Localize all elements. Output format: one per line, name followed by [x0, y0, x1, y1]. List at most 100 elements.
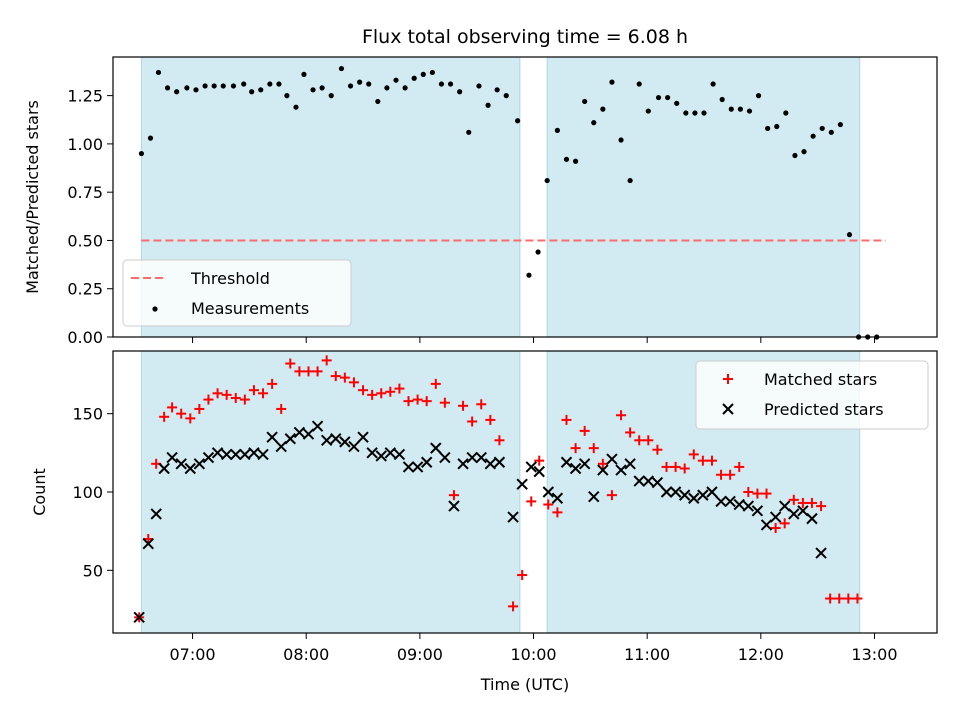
measurement-point — [515, 118, 521, 124]
measurement-point — [402, 85, 408, 91]
predicted-star-point — [142, 537, 154, 550]
measurement-point — [310, 87, 316, 93]
predicted-star-point — [348, 440, 360, 453]
predicted-star-point — [202, 451, 215, 464]
y-tick-label: 0.25 — [67, 280, 103, 299]
predicted-star-point — [211, 447, 224, 459]
y-tick-label: 150 — [72, 405, 103, 424]
measurement-point — [375, 98, 381, 105]
measurement-point — [618, 137, 624, 143]
predicted-star-point — [715, 495, 727, 508]
matched-star-point — [267, 378, 278, 389]
measurement-point — [220, 83, 226, 89]
measurement-point — [828, 129, 834, 135]
matched-star-point — [485, 414, 496, 425]
matched-star-point — [779, 518, 790, 529]
measurement-point — [258, 87, 264, 93]
matched-star-point — [212, 388, 223, 399]
measurement-point — [366, 81, 372, 87]
measurement-point — [572, 158, 579, 164]
measurement-point — [457, 89, 463, 95]
y-tick-label: 1.00 — [67, 135, 103, 154]
predicted-star-point — [507, 511, 519, 523]
legend-box — [695, 360, 929, 430]
matched-star-point — [439, 397, 450, 408]
matched-star-point — [579, 425, 590, 436]
matched-star-point — [508, 601, 519, 612]
legend-swatch-matched — [723, 374, 733, 384]
matched-star-point — [276, 403, 287, 414]
predicted-star-point — [320, 434, 333, 447]
matched-star-point — [394, 383, 405, 394]
measurement-point — [774, 123, 780, 130]
matched-star-point — [761, 488, 772, 499]
measurement-point — [710, 81, 716, 87]
predicted-star-point — [311, 420, 324, 432]
matched-star-point — [661, 461, 672, 472]
predicted-star-point — [733, 498, 745, 511]
predicted-star-point — [724, 495, 736, 508]
predicted-star-point — [150, 508, 162, 520]
predicted-star-point — [175, 458, 187, 470]
predicted-star-point — [642, 475, 655, 487]
measurement-point — [655, 94, 662, 101]
matched-star-point — [697, 455, 708, 466]
predicted-star-point — [615, 464, 627, 476]
predicted-star-point — [651, 476, 664, 489]
matched-star-point — [330, 371, 341, 382]
matched-star-point — [467, 416, 478, 427]
predicted-star-point — [797, 505, 809, 517]
predicted-star-point — [669, 486, 682, 498]
y-tick-label: 1.25 — [67, 87, 103, 106]
matched-star-point — [248, 385, 259, 396]
predicted-star-point — [624, 458, 636, 470]
matched-star-point — [430, 378, 441, 389]
measurement-point — [837, 121, 843, 128]
matched-star-point — [825, 593, 836, 604]
predicted-star-point — [542, 486, 555, 498]
x-tick-label: 12:00 — [738, 645, 784, 664]
matched-star-point — [159, 411, 170, 422]
predicted-star-point — [275, 440, 287, 453]
matched-star-point — [706, 455, 717, 466]
measurement-point — [563, 156, 570, 162]
legend-label: Predicted stars — [764, 400, 884, 419]
matched-star-point — [303, 366, 314, 377]
matched-star-point — [734, 461, 745, 472]
predicted-star-point — [284, 433, 297, 445]
measurement-point — [665, 94, 671, 101]
predicted-star-point — [220, 448, 233, 461]
measurement-point — [357, 79, 363, 85]
legend-label: Threshold — [190, 269, 270, 288]
measurement-point — [810, 133, 816, 139]
matched-star-point — [294, 366, 305, 377]
matched-star-point — [403, 396, 414, 407]
measurement-point — [609, 79, 615, 85]
matched-star-point — [203, 394, 214, 405]
y-tick-label: 100 — [72, 483, 103, 502]
y-tick-label: 0.00 — [67, 328, 103, 347]
predicted-star-point — [475, 451, 487, 464]
x-tick-label: 07:00 — [170, 645, 216, 664]
panel-count: 50 100 150 07:00 08:00 09:00 10:00 11:00 12:00 13… — [30, 350, 938, 664]
matched-star-point — [221, 389, 232, 400]
predicted-star-point — [266, 431, 278, 443]
predicted-star-point — [742, 500, 755, 512]
panel-ratio: 0.00 0.25 0.50 0.75 1.00 1.25 Matched/Predicte… — [23, 56, 938, 347]
matched-star-point — [843, 593, 854, 604]
matched-star-point — [806, 497, 817, 508]
measurement-point — [276, 81, 282, 87]
matched-star-point — [239, 394, 250, 405]
x-tick-label: 09:00 — [397, 645, 443, 664]
matched-star-point — [230, 393, 241, 403]
y-tick-label: 0.75 — [67, 183, 103, 202]
predicted-star-point — [439, 451, 451, 464]
measurement-point — [683, 110, 689, 116]
measurement-point — [600, 106, 606, 112]
measurement-point — [783, 110, 789, 116]
predicted-star-point — [788, 508, 800, 520]
predicted-star-point — [760, 519, 773, 531]
matched-star-point — [421, 396, 432, 407]
measurement-point — [526, 272, 532, 278]
